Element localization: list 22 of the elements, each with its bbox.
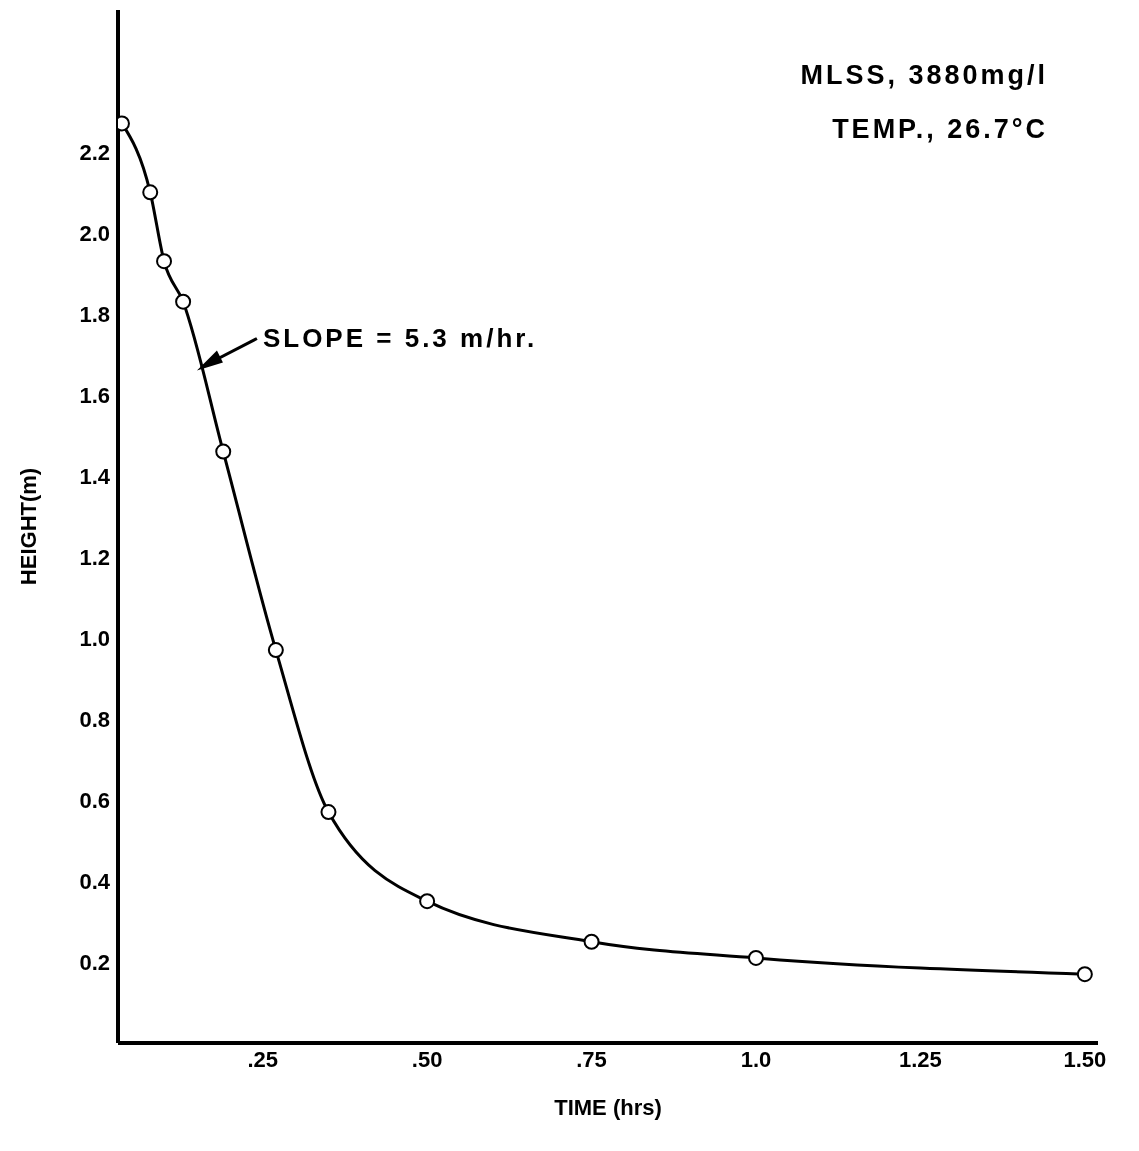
y-tick-label: 2.0 xyxy=(79,220,110,246)
x-tick-label: 1.25 xyxy=(899,1046,942,1072)
y-tick-label: 0.2 xyxy=(79,949,110,975)
y-tick-label: 1.0 xyxy=(79,625,110,651)
x-tick-label: .75 xyxy=(576,1046,607,1072)
x-axis-title: TIME (hrs) xyxy=(554,1095,662,1120)
y-axis-title: HEIGHT(m) xyxy=(15,467,41,586)
y-tick-label: 0.4 xyxy=(79,868,111,894)
y-tick-label: 2.2 xyxy=(79,139,110,165)
x-tick-label: .25 xyxy=(247,1046,278,1072)
y-tick-label: 0.8 xyxy=(79,706,110,732)
y-tick-label: 1.4 xyxy=(79,463,111,489)
y-tick-label: 0.6 xyxy=(79,787,110,813)
y-tick-label: 1.2 xyxy=(79,544,110,570)
x-tick-label: 1.50 xyxy=(1063,1046,1107,1072)
x-tick-label: .50 xyxy=(411,1046,443,1072)
x-tick-label: 1.0 xyxy=(740,1046,772,1072)
annotation: TEMP., 26.7°C xyxy=(831,113,1048,146)
annotation: MLSS, 3880mg/l xyxy=(800,59,1048,92)
y-tick-label: 1.8 xyxy=(79,301,110,327)
y-tick-label: 1.6 xyxy=(79,382,110,408)
annotation: SLOPE = 5.3 m/hr. xyxy=(262,322,538,353)
